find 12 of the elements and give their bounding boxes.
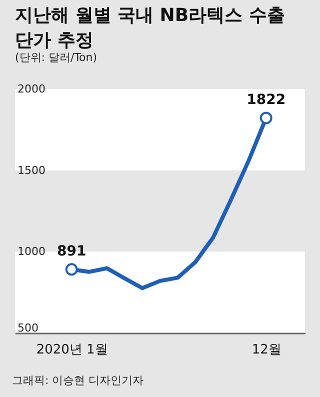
y-tick-label: 1000	[18, 245, 46, 258]
y-tick-label: 1500	[18, 164, 46, 177]
text: 단가 추정	[15, 30, 94, 51]
x-tick-label: 2020년 1월	[36, 342, 108, 358]
y-tick-label: 500	[18, 322, 38, 334]
text: 지난해 월별 국내 NB라텍스 수출	[15, 5, 285, 26]
x-tick-label: 12월	[252, 342, 282, 358]
data-label: 1822	[246, 92, 286, 108]
text: 그래픽: 이승현 디자인기자	[12, 374, 144, 387]
data-label: 891	[56, 243, 86, 260]
y-tick-label: 2000	[18, 82, 46, 96]
chart-subtitle: (단위: 달러/Ton)	[15, 51, 98, 64]
